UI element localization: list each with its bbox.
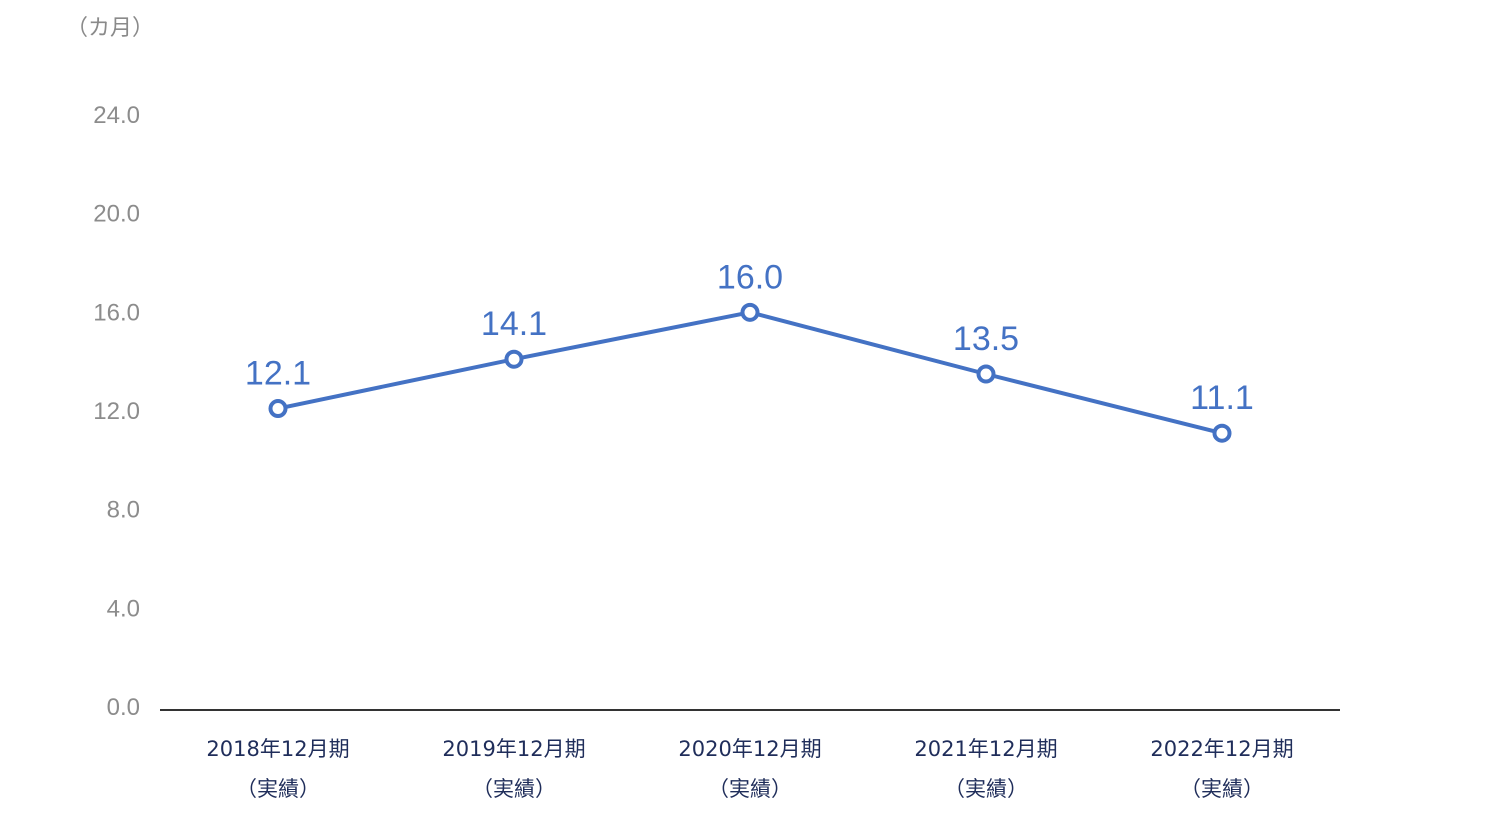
x-tick-label: 2022年12月期: [1150, 737, 1293, 761]
unit-label: （カ月）: [66, 16, 154, 41]
data-label: 16.0: [717, 258, 783, 296]
x-tick-label: 2019年12月期: [442, 737, 585, 761]
x-axis-labels: 2018年12月期 （実績） 2019年12月期 （実績） 2020年12月期 （実績） 2…: [206, 737, 1293, 801]
x-tick-label: （実績）: [472, 777, 556, 801]
data-labels: 12.1 14.1 16.0 13.5 11.1: [245, 258, 1254, 417]
x-tick-label: （実績）: [708, 777, 792, 801]
data-point: [1212, 423, 1232, 443]
y-tick-label: 4.0: [107, 595, 140, 622]
data-point: [504, 349, 524, 369]
data-points: [268, 302, 1232, 443]
x-tick-label: 2021年12月期: [914, 737, 1057, 761]
data-point: [740, 302, 760, 322]
x-tick-label: 2018年12月期: [206, 737, 349, 761]
y-tick-label: 0.0: [107, 694, 140, 721]
y-tick-label: 8.0: [107, 497, 140, 524]
y-axis-ticks: 0.0 4.0 8.0 12.0 16.0 20.0 24.0: [93, 102, 140, 721]
y-tick-label: 12.0: [93, 398, 140, 425]
y-tick-label: 24.0: [93, 102, 140, 129]
series-line: [277, 310, 1223, 436]
y-tick-label: 20.0: [93, 201, 140, 228]
x-tick-label: 2020年12月期: [678, 737, 821, 761]
data-label: 11.1: [1190, 379, 1254, 417]
data-point: [976, 364, 996, 384]
data-label: 14.1: [481, 305, 547, 343]
data-label: 12.1: [245, 355, 311, 393]
x-tick-label: （実績）: [1180, 777, 1264, 801]
data-label: 13.5: [953, 320, 1019, 358]
data-point: [268, 399, 288, 419]
x-tick-label: （実績）: [944, 777, 1028, 801]
x-tick-label: （実績）: [236, 777, 320, 801]
y-tick-label: 16.0: [93, 299, 140, 326]
